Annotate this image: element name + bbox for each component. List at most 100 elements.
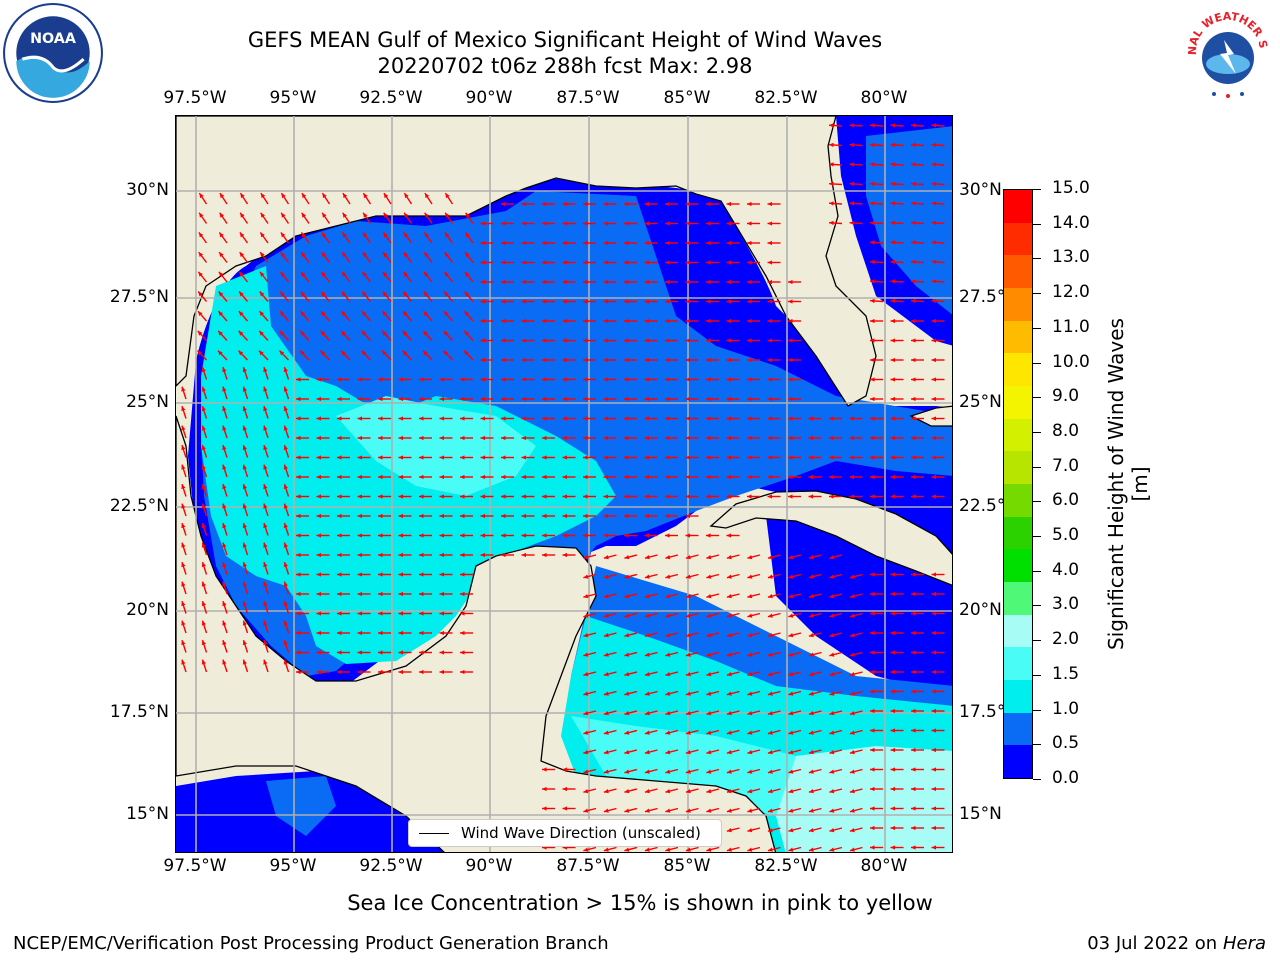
colorbar-tick bbox=[1033, 570, 1041, 572]
wave-arrow-head bbox=[603, 594, 609, 599]
wave-arrow-head bbox=[222, 386, 227, 392]
wave-arrow-head bbox=[501, 240, 506, 246]
wave-arrow-head bbox=[931, 201, 937, 206]
wave-arrow-head bbox=[931, 708, 937, 714]
wave-arrow-head bbox=[501, 357, 506, 363]
wave-arrow-head bbox=[382, 350, 387, 356]
wave-arrow-head bbox=[201, 425, 206, 431]
wave-arrow-head bbox=[562, 552, 568, 558]
wave-arrow-head bbox=[300, 291, 306, 297]
wave-arrow-head bbox=[501, 552, 506, 558]
wave-arrow-head bbox=[808, 750, 814, 755]
wave-arrow-head bbox=[378, 630, 383, 636]
wave-arrow-head bbox=[342, 252, 347, 258]
wave-arrow-head bbox=[222, 542, 227, 548]
wave-arrow-head bbox=[181, 425, 186, 431]
wave-arrow-head bbox=[403, 271, 408, 277]
wave-arrow-head bbox=[890, 220, 896, 226]
wave-arrow-head bbox=[316, 377, 322, 382]
wave-arrow-head bbox=[931, 611, 937, 616]
wave-arrow-head bbox=[788, 808, 794, 813]
wave-arrow-head bbox=[181, 581, 186, 587]
wave-arrow-head bbox=[644, 533, 650, 538]
wave-arrow-head bbox=[337, 630, 342, 636]
wave-arrow-head bbox=[283, 620, 288, 626]
wave-arrow-head bbox=[201, 386, 206, 392]
wave-arrow-head bbox=[808, 455, 814, 460]
wave-arrow-head bbox=[280, 232, 286, 238]
wave-arrow-head bbox=[439, 630, 445, 636]
wave-arrow-head bbox=[706, 672, 712, 677]
wave-arrow-head bbox=[296, 611, 301, 616]
wave-arrow-head bbox=[337, 650, 342, 655]
wave-arrow-head bbox=[726, 750, 732, 755]
wave-arrow-head bbox=[562, 533, 568, 538]
wave-arrow-head bbox=[480, 455, 486, 460]
wave-arrow-head bbox=[849, 769, 855, 774]
lat-tick-left: 17.5°N bbox=[109, 702, 169, 722]
wave-arrow-head bbox=[398, 474, 404, 480]
wave-arrow-head bbox=[378, 552, 383, 558]
wave-arrow-head bbox=[849, 652, 855, 657]
wave-arrow-head bbox=[747, 299, 752, 304]
colorbar-tick-label: 15.0 bbox=[1052, 178, 1090, 198]
wave-arrow-head bbox=[747, 416, 752, 421]
wave-arrow-head bbox=[829, 691, 835, 696]
wave-arrow-head bbox=[788, 750, 794, 755]
wave-arrow-head bbox=[240, 212, 245, 218]
wave-arrow-head bbox=[788, 455, 793, 460]
lat-tick-left: 20°N bbox=[126, 600, 169, 620]
wave-arrow-head bbox=[726, 201, 732, 207]
wave-arrow-head bbox=[378, 533, 383, 538]
wave-arrow-head bbox=[263, 601, 268, 607]
wave-arrow-head bbox=[747, 260, 752, 265]
nws-logo: NATIONAL WEATHER SERVICE bbox=[1178, 2, 1275, 99]
wave-arrow-head bbox=[849, 181, 855, 187]
wave-arrow-head bbox=[624, 357, 629, 363]
lon-tick-bottom: 92.5°W bbox=[359, 856, 423, 876]
wave-arrow-head bbox=[464, 291, 470, 297]
wave-arrow-head bbox=[931, 162, 937, 167]
wave-arrow-head bbox=[279, 350, 285, 356]
wave-arrow-head bbox=[603, 750, 609, 755]
wave-arrow-head bbox=[931, 689, 937, 694]
wave-arrow-head bbox=[767, 555, 773, 560]
wave-arrow-head bbox=[911, 845, 916, 850]
wave-arrow-head bbox=[603, 711, 609, 716]
wave-arrow-head bbox=[911, 181, 916, 187]
wave-arrow-head bbox=[378, 377, 383, 382]
wave-arrow-head bbox=[603, 240, 609, 246]
pacific-mid-zone bbox=[266, 776, 336, 836]
wave-arrow-head bbox=[201, 503, 206, 509]
wave-arrow-head bbox=[398, 396, 404, 402]
wave-arrow-head bbox=[665, 750, 671, 755]
wave-arrow-head bbox=[583, 494, 588, 499]
wave-arrow-head bbox=[283, 601, 288, 607]
wave-arrow-head bbox=[321, 271, 326, 277]
wave-arrow-head bbox=[218, 330, 223, 336]
wave-arrow-head bbox=[870, 572, 875, 577]
wave-arrow-head bbox=[239, 232, 245, 238]
wave-arrow-head bbox=[644, 691, 650, 696]
wave-arrow-head bbox=[849, 123, 855, 128]
wave-arrow-head bbox=[870, 728, 875, 733]
wave-arrow-head bbox=[583, 474, 588, 480]
wave-arrow-head bbox=[788, 652, 794, 657]
wave-arrow-head bbox=[767, 455, 773, 460]
wave-arrow-head bbox=[829, 494, 834, 499]
wave-arrow-head bbox=[726, 633, 732, 638]
wave-arrow-head bbox=[300, 350, 305, 356]
wave-arrow-head bbox=[870, 123, 875, 128]
wave-arrow-head bbox=[263, 503, 268, 509]
wave-arrow-head bbox=[263, 484, 268, 490]
wave-arrow-head bbox=[890, 396, 896, 402]
wave-arrow-head bbox=[460, 572, 465, 577]
wave-arrow-head bbox=[444, 291, 449, 297]
wave-arrow-head bbox=[829, 750, 835, 755]
wave-arrow-head bbox=[624, 633, 630, 638]
wave-arrow-head bbox=[747, 652, 753, 657]
wave-arrow-head bbox=[259, 350, 264, 356]
wave-arrow-head bbox=[501, 338, 506, 343]
wave-arrow-head bbox=[301, 193, 307, 199]
wave-arrow-head bbox=[382, 311, 388, 317]
